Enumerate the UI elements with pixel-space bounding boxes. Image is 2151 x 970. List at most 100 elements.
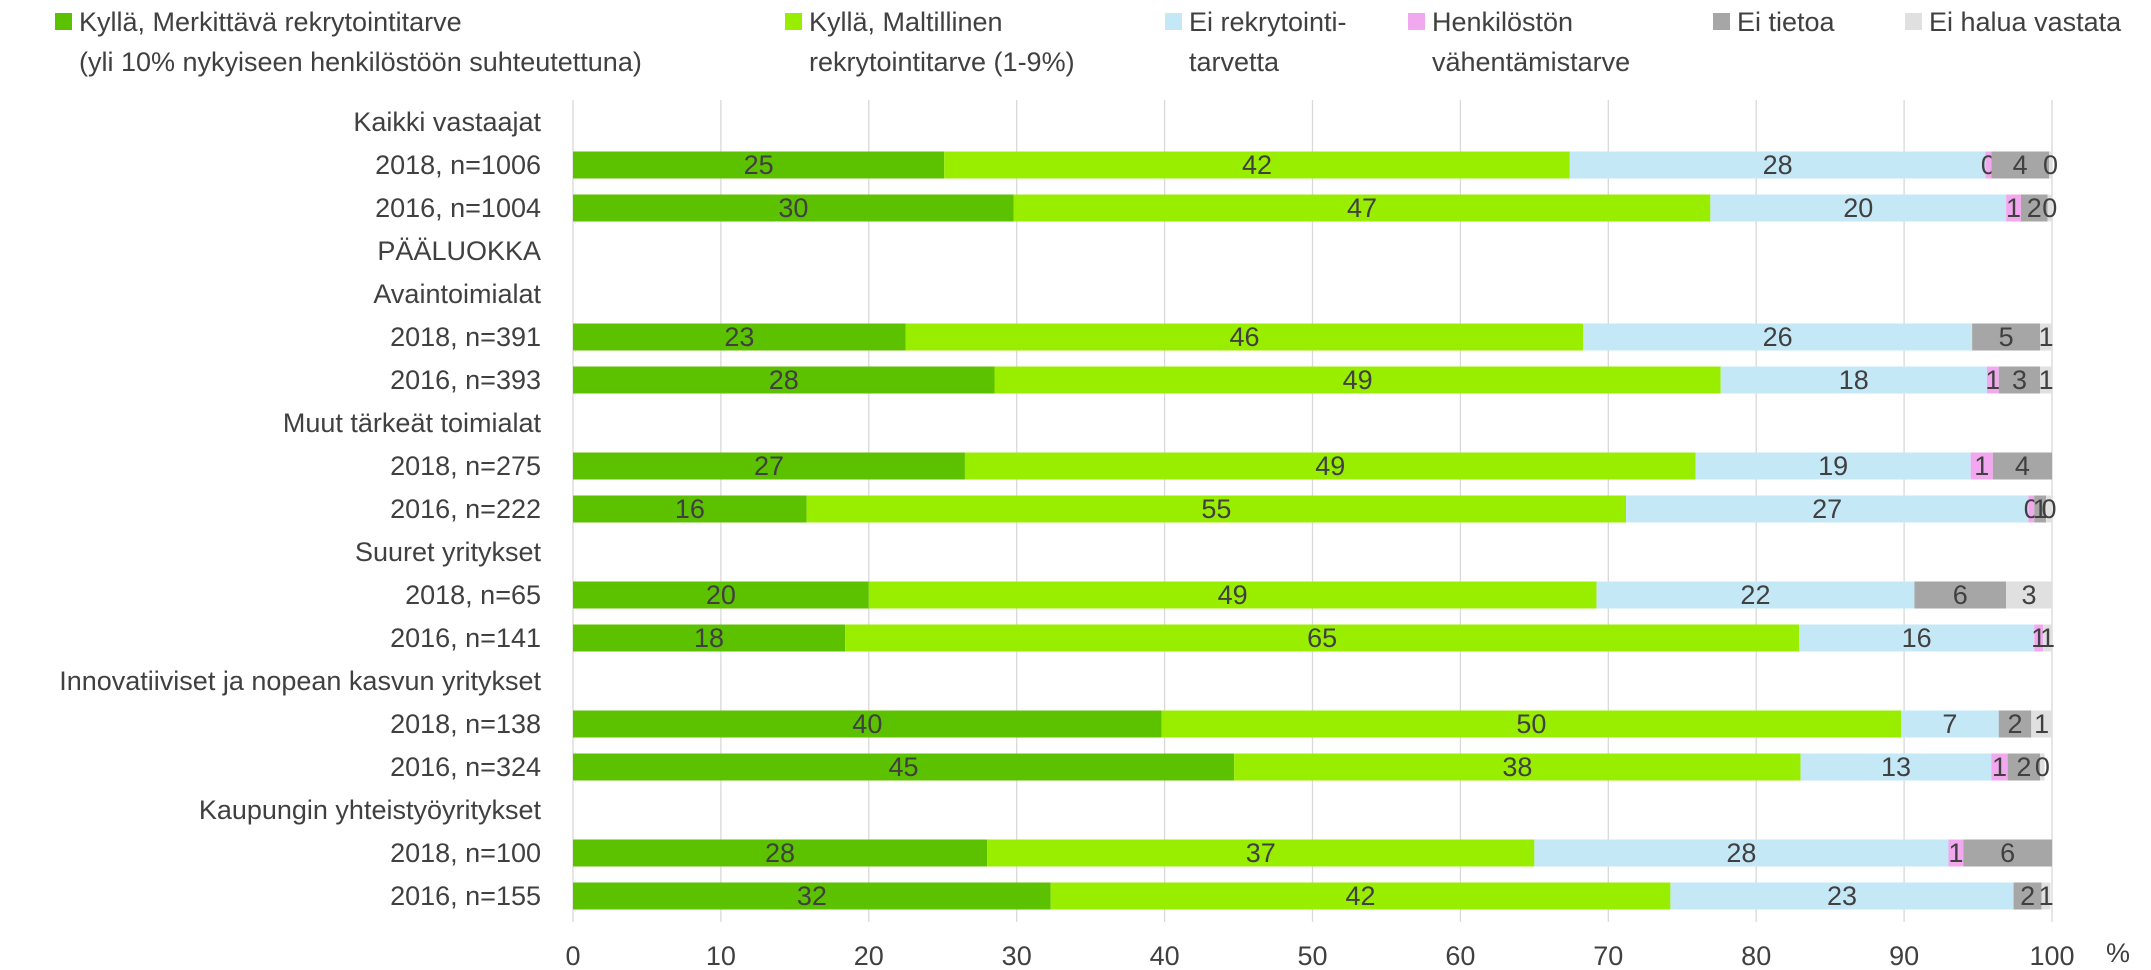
row-label: 2016, n=393: [390, 365, 541, 395]
bar-segment: [944, 151, 1570, 179]
bar-segment: [2040, 323, 2052, 351]
x-tick-label: 10: [706, 941, 736, 970]
x-unit-label: %: [2106, 938, 2130, 968]
data-label: 5: [1999, 322, 2014, 352]
data-label: 1: [2031, 623, 2046, 653]
bar-segment: [573, 452, 965, 480]
bar-segment: [573, 194, 1014, 222]
data-label: 26: [1763, 322, 1793, 352]
legend-label: Ei rekrytointi- tarvetta: [1189, 7, 1347, 77]
data-label: 20: [1843, 193, 1873, 223]
bar-segment: [573, 710, 1162, 738]
bar-segment: [1991, 753, 2008, 781]
bar-segment: [573, 495, 807, 523]
bar-segment: [1583, 323, 1973, 351]
bar-segment: [573, 753, 1235, 781]
data-label: 28: [1726, 838, 1756, 868]
bar-segment: [2034, 495, 2047, 523]
bar-segment: [2043, 624, 2052, 652]
data-label: 47: [1347, 193, 1377, 223]
x-tick-label: 80: [1741, 941, 1771, 970]
x-tick-label: 70: [1593, 941, 1623, 970]
data-label: 18: [1839, 365, 1869, 395]
bar-segment: [1800, 753, 1992, 781]
bar-segment: [1234, 753, 1801, 781]
data-label: 4: [2013, 150, 2028, 180]
data-label: 1: [1992, 752, 2007, 782]
row-label: 2016, n=155: [390, 881, 541, 911]
bar-segment: [2006, 581, 2052, 609]
legend-label: Kyllä, Maltillinen rekrytointitarve (1-9…: [809, 7, 1075, 77]
bar-segment: [1914, 581, 2007, 609]
data-label: 13: [1881, 752, 1911, 782]
row-label: 2016, n=141: [390, 623, 541, 653]
bar-segment: [573, 624, 846, 652]
bar-segment: [573, 581, 869, 609]
legend-swatch: [1713, 13, 1730, 30]
bar-segment: [2006, 194, 2021, 222]
bar-segment: [1670, 882, 2014, 910]
bar-segment: [1050, 882, 1671, 910]
x-tick-label: 40: [1150, 941, 1180, 970]
bar-segment: [1963, 839, 2052, 867]
data-label: 23: [724, 322, 754, 352]
bar-segment: [1534, 839, 1949, 867]
data-label: 3: [2012, 365, 2027, 395]
bar-segment: [1991, 151, 2050, 179]
x-tick-label: 50: [1297, 941, 1327, 970]
data-label: 16: [1902, 623, 1932, 653]
data-label: 40: [852, 709, 882, 739]
legend-label: Henkilöstön vähentämistarve: [1432, 7, 1631, 77]
bar-segment: [2031, 710, 2052, 738]
data-label: 3: [2022, 580, 2037, 610]
bar-segment: [573, 151, 945, 179]
bar-segment: [2013, 882, 2042, 910]
row-label: 2018, n=65: [405, 580, 541, 610]
row-label: 2016, n=324: [390, 752, 541, 782]
bar-segment: [2040, 366, 2052, 394]
bar-segment: [964, 452, 1696, 480]
legend-swatch: [785, 13, 802, 30]
bar-segment: [2028, 495, 2035, 523]
bar-segment: [845, 624, 1800, 652]
data-label: 20: [706, 580, 736, 610]
bar-segment: [1720, 366, 1987, 394]
bar-segment: [2034, 624, 2044, 652]
data-label: 7: [1942, 709, 1957, 739]
data-label: 0: [2042, 494, 2057, 524]
data-label: 18: [694, 623, 724, 653]
row-label: 2018, n=391: [390, 322, 541, 352]
group-heading-label: Suuret yritykset: [355, 537, 542, 567]
data-label: 4: [2015, 451, 2030, 481]
row-label: 2018, n=1006: [375, 150, 541, 180]
data-label: 49: [1343, 365, 1373, 395]
data-label: 30: [778, 193, 808, 223]
bar-segment: [1972, 323, 2041, 351]
legend-label: Ei tietoa: [1737, 7, 1835, 37]
legend-swatch: [55, 13, 72, 30]
bar-segment: [1710, 194, 2007, 222]
data-label: 23: [1827, 881, 1857, 911]
bar-segment: [806, 495, 1627, 523]
bar-segment: [2049, 151, 2052, 179]
group-heading-label: Muut tärkeät toimialat: [283, 408, 542, 438]
bar-segment: [905, 323, 1584, 351]
bar-segment: [2047, 194, 2052, 222]
x-tick-label: 20: [854, 941, 884, 970]
row-label: 2016, n=222: [390, 494, 541, 524]
group-heading-label: PÄÄLUOKKA: [377, 236, 541, 266]
bar-segment: [1013, 194, 1711, 222]
bar-segment: [573, 882, 1051, 910]
bar-segment: [1799, 624, 2035, 652]
x-tick-label: 30: [1002, 941, 1032, 970]
data-label: 0: [2035, 752, 2050, 782]
bar-segment: [1569, 151, 1986, 179]
bar-segment: [573, 323, 906, 351]
x-tick-label: 60: [1445, 941, 1475, 970]
data-label: 1: [2006, 193, 2021, 223]
data-label: 0: [2042, 193, 2057, 223]
data-label: 32: [797, 881, 827, 911]
data-label: 45: [889, 752, 919, 782]
data-label: 42: [1242, 150, 1272, 180]
